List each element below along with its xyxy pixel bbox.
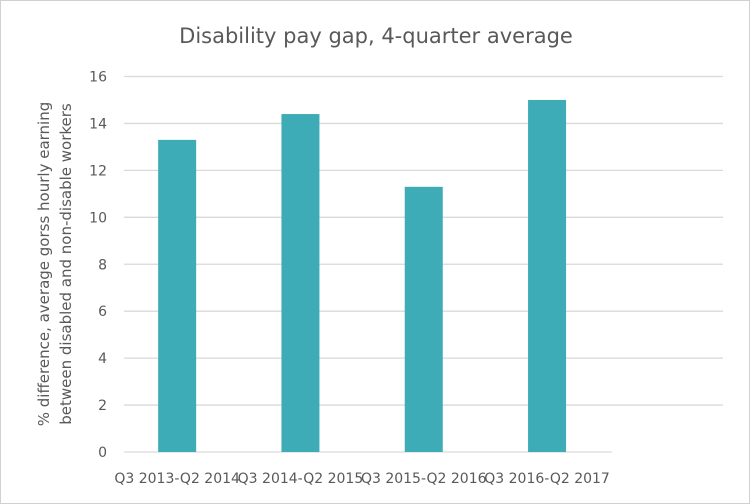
x-tick-label: Q3 2015-Q2 2016	[361, 471, 487, 487]
chart-title: Disability pay gap, 4-quarter average	[179, 24, 573, 48]
y-tick-label: 8	[98, 257, 107, 273]
bar	[404, 186, 443, 452]
y-tick-label: 10	[89, 210, 107, 226]
y-tick-label: 12	[89, 163, 107, 179]
y-tick-label: 4	[98, 351, 107, 367]
bar	[528, 99, 567, 452]
y-tick-label: 14	[89, 116, 107, 132]
y-tick-label: 6	[98, 304, 107, 320]
y-tick-label: 16	[89, 70, 107, 86]
y-axis-label-line-1: % difference, average gorss hourly earni…	[35, 102, 53, 427]
x-tick-label: Q3 2014-Q2 2015	[238, 471, 364, 487]
bar	[281, 114, 320, 453]
y-axis-label-line-2: between disabled and non-disable workers	[57, 103, 75, 425]
y-tick-label: 0	[98, 445, 107, 461]
bar	[158, 139, 197, 452]
y-tick-label: 2	[98, 398, 107, 414]
x-tick-label: Q3 2016-Q2 2017	[484, 471, 610, 487]
y-axis-label: % difference, average gorss hourly earni…	[35, 102, 75, 427]
x-tick-label: Q3 2013-Q2 2014	[114, 471, 240, 487]
